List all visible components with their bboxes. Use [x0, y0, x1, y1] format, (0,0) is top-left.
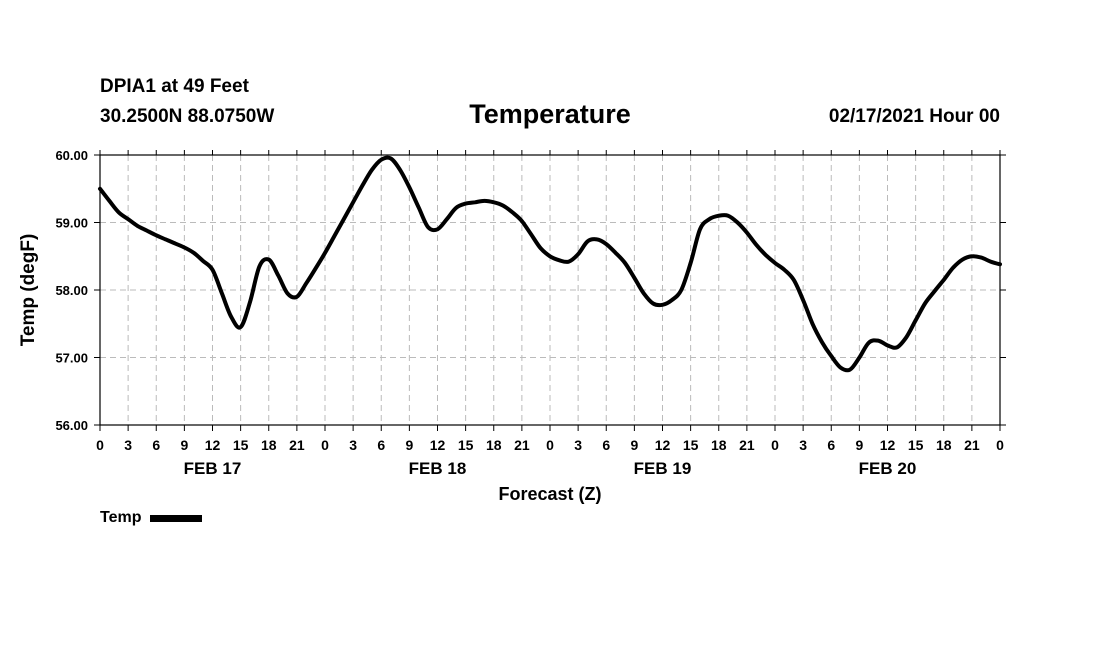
x-tick-label: 12 [430, 437, 446, 453]
legend-label: Temp [100, 509, 142, 526]
x-tick-label: 18 [711, 437, 727, 453]
x-tick-label: 9 [630, 437, 638, 453]
x-axis-label: Forecast (Z) [498, 484, 601, 504]
x-tick-label: 15 [908, 437, 924, 453]
x-tick-label: 21 [739, 437, 755, 453]
x-tick-label: 9 [405, 437, 413, 453]
x-tick-label: 21 [964, 437, 980, 453]
y-tick-label: 60.00 [55, 148, 88, 163]
x-tick-label: 3 [349, 437, 357, 453]
y-tick-label: 56.00 [55, 418, 88, 433]
date-labels: FEB 17 FEB 18 FEB 19 FEB 20 [184, 459, 917, 478]
x-tick-label: 0 [96, 437, 104, 453]
y-tick-labels: 60.00 59.00 58.00 57.00 56.00 [55, 148, 88, 433]
x-tick-label: 0 [321, 437, 329, 453]
x-tick-label: 6 [377, 437, 385, 453]
x-tick-label: 12 [880, 437, 896, 453]
x-tick-label: 9 [855, 437, 863, 453]
x-tick-label: 15 [233, 437, 249, 453]
coordinates-label: 30.2500N 88.0750W [100, 106, 275, 127]
y-axis-label: Temp (degF) [18, 234, 39, 347]
date-label: FEB 20 [859, 459, 917, 478]
x-tick-label: 0 [996, 437, 1004, 453]
y-tick-label: 59.00 [55, 216, 88, 231]
x-tick-label: 0 [771, 437, 779, 453]
chart-title: Temperature [469, 99, 631, 129]
y-tick-label: 58.00 [55, 283, 88, 298]
x-tick-label: 18 [261, 437, 277, 453]
x-tick-label: 6 [152, 437, 160, 453]
legend: Temp [100, 509, 203, 527]
x-tick-label: 6 [827, 437, 835, 453]
date-label: FEB 18 [409, 459, 467, 478]
x-tick-label: 18 [936, 437, 952, 453]
x-tick-label: 12 [205, 437, 221, 453]
grid-lines [100, 155, 1000, 425]
x-tick-label: 3 [574, 437, 582, 453]
x-tick-label: 18 [486, 437, 502, 453]
x-tick-label: 3 [124, 437, 132, 453]
x-tick-label: 15 [683, 437, 699, 453]
date-label: FEB 19 [634, 459, 692, 478]
x-tick-label: 15 [458, 437, 474, 453]
legend-swatch [150, 514, 203, 522]
x-tick-labels: 0 3 6 9 12 15 18 21 0 3 6 9 12 15 18 21 0 3 6 9 12 15 18 21 0 3 6 9… [96, 437, 1004, 453]
date-label: FEB 17 [184, 459, 242, 478]
x-tick-label: 12 [655, 437, 671, 453]
x-tick-label: 21 [514, 437, 530, 453]
x-tick-label: 3 [799, 437, 807, 453]
plot-frame [99, 154, 1001, 426]
x-tick-label: 0 [546, 437, 554, 453]
x-tick-label: 21 [289, 437, 305, 453]
x-tick-label: 6 [602, 437, 610, 453]
y-tick-label: 57.00 [55, 351, 88, 366]
x-tick-label: 9 [180, 437, 188, 453]
tick-marks [94, 150, 1006, 431]
station-label: DPIA1 at 49 Feet [100, 76, 249, 97]
temp-series-line [98, 155, 1002, 373]
forecast-datetime: 02/17/2021 Hour 00 [828, 106, 1000, 127]
